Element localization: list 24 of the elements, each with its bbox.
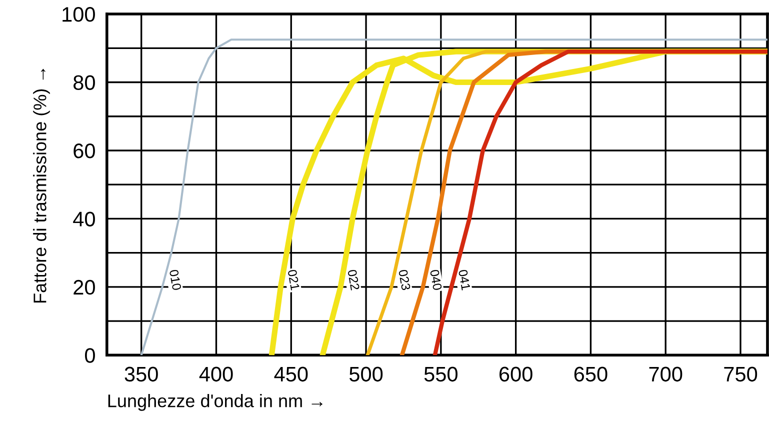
x-tick-label: 600 [499, 366, 532, 382]
x-tick-label: 550 [424, 366, 458, 382]
text: 023 [398, 269, 411, 290]
text: 022 [348, 269, 360, 290]
y-tick-label: 100 [62, 7, 95, 22]
y-tick-label: 0 [85, 348, 95, 363]
x-tick-label: 750 [724, 366, 758, 382]
y-tick-label: 60 [74, 143, 95, 158]
x-tick-label: 450 [274, 366, 308, 382]
y-tick-label: 20 [74, 280, 95, 295]
text: 041 [458, 269, 471, 290]
x-tick-label: 650 [574, 366, 608, 382]
x-tick-label: 400 [199, 366, 233, 382]
x-tick-label: 700 [649, 366, 682, 382]
y-tick-label: 40 [73, 212, 95, 226]
y-tick-label: 80 [74, 75, 95, 90]
text: 010 [169, 269, 182, 290]
x-tick-label: 500 [349, 366, 383, 382]
x-axis-title: Lunghezze d'onda in nm → [108, 394, 322, 411]
y-axis-title: Fattore di trasmissione (%) → [33, 68, 50, 303]
text: 021 [288, 269, 300, 290]
x-tick-label: 350 [124, 366, 158, 382]
text: 040 [430, 269, 442, 290]
line-series [140, 38, 768, 356]
